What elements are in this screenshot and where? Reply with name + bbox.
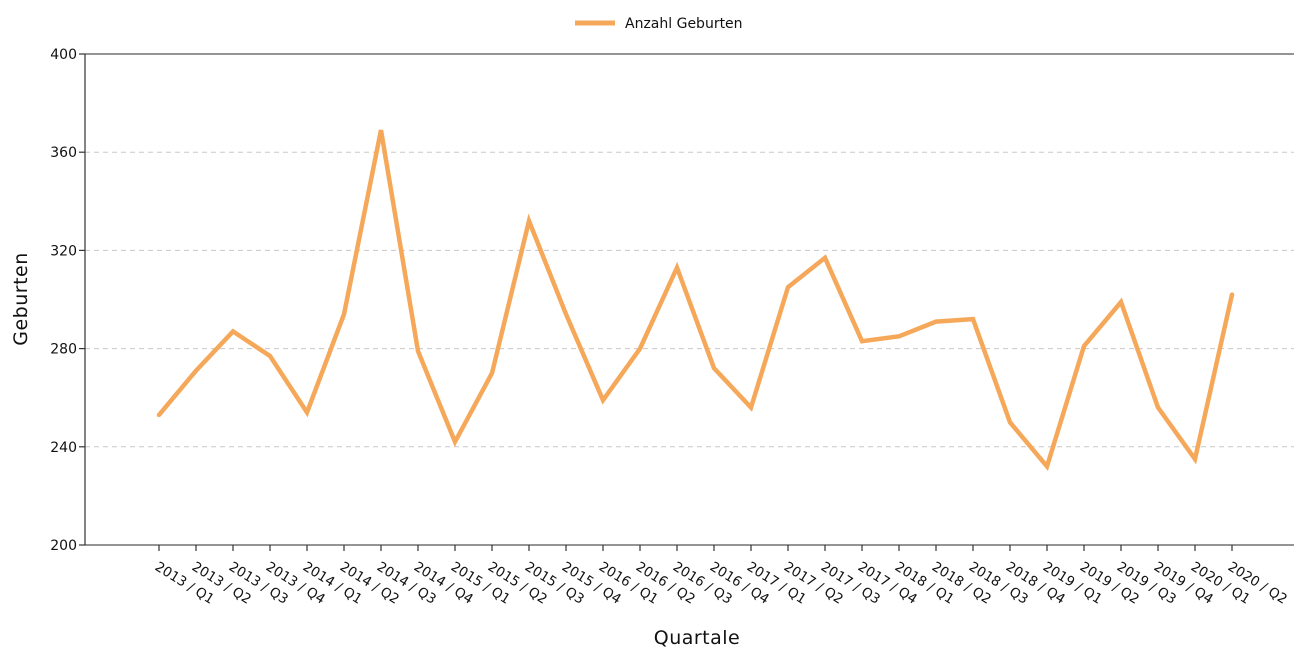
y-tick-label: 200 [50,538,77,554]
y-axis-title: Geburten [10,252,32,346]
y-tick-label: 280 [50,342,77,358]
gridlines [85,53,1294,546]
legend: Anzahl Geburten [575,16,743,32]
y-tick-label: 360 [50,145,77,161]
y-tick-label: 400 [50,47,77,63]
y-tick-label: 240 [50,440,77,456]
series-line [156,129,1235,472]
legend-label: Anzahl Geburten [625,16,743,32]
y-tick-label: 320 [50,243,77,259]
x-axis-title: Quartale [654,627,741,648]
series-group [156,129,1235,472]
y-axis-ticks: 200 240 280 320 360 400 [50,47,85,554]
